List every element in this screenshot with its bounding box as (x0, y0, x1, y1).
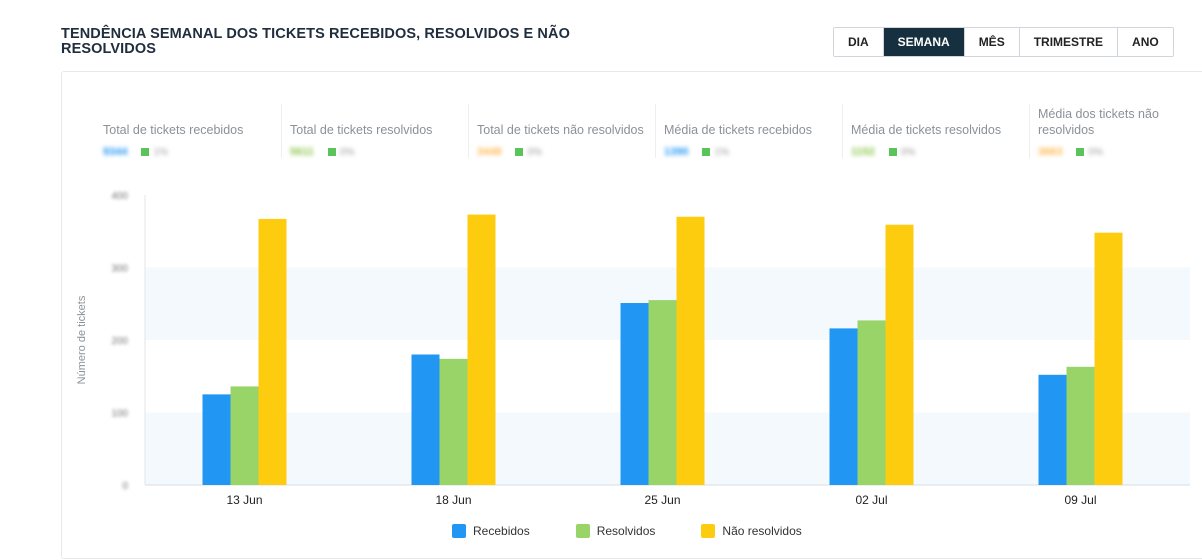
trend-up-icon (515, 148, 524, 156)
trend-up-icon (141, 148, 150, 156)
stat-media-resolvidos: Média de tickets resolvidos 1152 0% (842, 104, 1026, 158)
chart-legend: Recebidos Resolvidos Não resolvidos (452, 524, 848, 538)
tab-trimestre[interactable]: TRIMESTRE (1019, 28, 1119, 56)
bar-recebidos (1038, 374, 1067, 485)
stat-value: 3663 (1038, 146, 1063, 158)
tab-mes[interactable]: MÊS (964, 28, 1020, 56)
stat-total-recebidos: Total de tickets recebidos 9344 1% (97, 104, 278, 158)
y-tick-label: 0 (122, 481, 128, 492)
stat-value: 5611 (290, 146, 314, 158)
page-title: TENDÊNCIA SEMANAL DOS TICKETS RECEBIDOS,… (61, 26, 570, 57)
legend-item-nao-resolvidos[interactable]: Não resolvidos (701, 524, 802, 538)
tab-ano[interactable]: ANO (1118, 28, 1173, 56)
stat-media-recebidos: Média de tickets recebidos 1390 1% (655, 104, 839, 158)
stat-label: Total de tickets resolvidos (290, 123, 433, 137)
trend-up-icon (702, 148, 711, 156)
x-tick-label: 13 Jun (226, 493, 262, 507)
x-tick-label: 25 Jun (644, 493, 680, 507)
y-tick-label: 400 (111, 191, 128, 202)
trend-up-icon (327, 148, 336, 156)
y-axis-title: Número de tickets (76, 295, 88, 384)
bar-resolvidos (857, 320, 886, 485)
legend-swatch (701, 524, 716, 538)
legend-item-resolvidos[interactable]: Resolvidos (575, 524, 656, 538)
stat-media-nao-resolvidos: Média dos tickets não resolvidos 3663 0% (1029, 104, 1202, 158)
stat-value: 9344 (103, 146, 128, 158)
x-tick-label: 09 Jul (1064, 493, 1096, 507)
stat-change: 0% (339, 146, 355, 158)
x-tick-label: 02 Jul (855, 493, 887, 507)
trend-up-icon (1076, 148, 1085, 156)
stat-value: 1390 (664, 146, 689, 158)
stat-change: 1% (153, 146, 168, 158)
tab-dia[interactable]: DIA (834, 28, 884, 56)
bar-nao-resolvidos (676, 216, 705, 485)
bar-nao-resolvidos (467, 214, 496, 485)
bar-resolvidos (439, 358, 468, 485)
stats-row: Total de tickets recebidos 9344 1% Total… (97, 104, 1202, 158)
bar-nao-resolvidos (1094, 232, 1123, 485)
stat-value: 3448 (477, 146, 502, 158)
stat-label: Total de tickets não resolvidos (477, 123, 644, 137)
bar-resolvidos (1066, 366, 1095, 485)
stat-value: 1152 (851, 146, 875, 158)
stat-label: Média dos tickets não resolvidos (1038, 107, 1159, 137)
legend-swatch (452, 524, 466, 538)
bar-resolvidos (648, 300, 677, 485)
x-tick-label: 18 Jun (435, 493, 471, 507)
tab-semana[interactable]: SEMANA (883, 28, 965, 56)
stat-change: 0% (900, 146, 916, 158)
stat-total-resolvidos: Total de tickets resolvidos 5611 0% (281, 104, 465, 158)
legend-label: Recebidos (473, 524, 530, 538)
bar-recebidos (411, 354, 440, 485)
stat-total-nao-resolvidos: Total de tickets não resolvidos 3448 0% (468, 104, 652, 158)
stat-label: Média de tickets resolvidos (851, 123, 1002, 137)
stat-change: 0% (527, 146, 542, 158)
bar-recebidos (202, 394, 231, 485)
trend-up-icon (888, 148, 897, 156)
bar-nao-resolvidos (885, 224, 914, 485)
legend-label: Resolvidos (596, 524, 656, 538)
period-selector: DIA SEMANA MÊS TRIMESTRE ANO (833, 27, 1174, 57)
y-tick-label: 300 (111, 264, 128, 275)
y-tick-label: 200 (111, 336, 128, 347)
y-tick-label: 100 (111, 409, 128, 420)
bar-nao-resolvidos (258, 218, 287, 486)
stat-change: 0% (1088, 146, 1103, 158)
legend-swatch (575, 524, 590, 538)
stat-change: 1% (714, 146, 729, 158)
bar-resolvidos (230, 386, 259, 485)
stat-label: Média de tickets recebidos (664, 123, 812, 137)
bar-recebidos (829, 328, 858, 485)
bar-recebidos (620, 303, 649, 485)
legend-label: Não resolvidos (722, 524, 802, 538)
legend-item-recebidos[interactable]: Recebidos (452, 524, 530, 538)
stat-label: Total de tickets recebidos (103, 123, 244, 137)
